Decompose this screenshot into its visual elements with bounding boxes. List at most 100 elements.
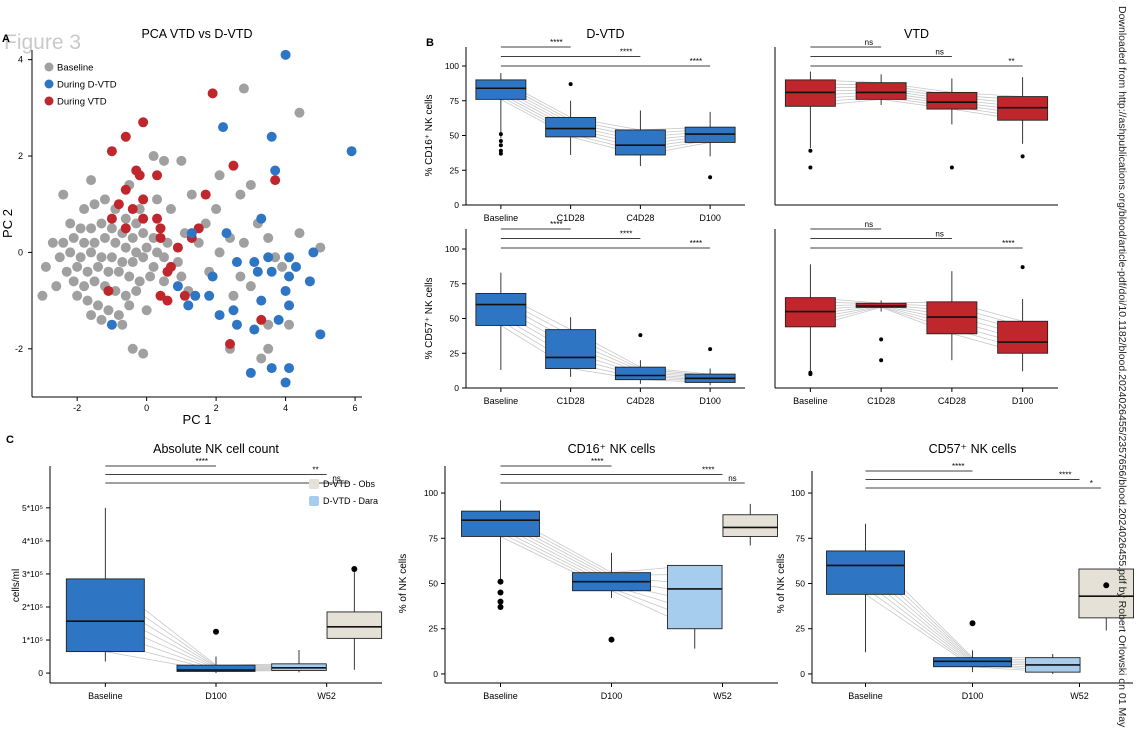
pca-point (103, 266, 114, 277)
paired-line (810, 83, 1023, 101)
pca-point (86, 223, 97, 234)
y-tick-label: 0 (38, 668, 43, 678)
y-tick-label: 50 (429, 579, 439, 589)
pca-point (159, 276, 169, 287)
pca-y-tick-label: 2 (18, 151, 23, 161)
pca-point (245, 367, 256, 378)
box-body (933, 657, 1012, 668)
paired-line (500, 302, 711, 377)
pca-point (207, 271, 218, 282)
pca-point (186, 228, 197, 239)
pca-point (89, 237, 100, 248)
x-tick-label: D100 (699, 396, 721, 406)
significance-label: **** (952, 462, 964, 471)
paired-line (810, 94, 1023, 114)
x-tick-label: D100 (601, 691, 623, 701)
box-body (475, 293, 527, 326)
pca-point (54, 252, 65, 263)
pca-point (315, 242, 326, 253)
pca-point (266, 266, 277, 277)
pca-x-label: PC 1 (183, 412, 212, 427)
box-body (926, 91, 978, 110)
pca-point (231, 319, 242, 330)
pca-point (266, 363, 277, 374)
pca-point (96, 252, 107, 263)
chart-title: CD16⁺ NK cells (568, 442, 656, 456)
pca-point (228, 305, 239, 316)
box-body (475, 79, 527, 100)
paired-line (500, 315, 711, 381)
paired-line (810, 305, 1023, 340)
y-tick-label: 25 (450, 348, 460, 358)
pca-point (75, 252, 86, 263)
pca-point (256, 314, 267, 325)
chart-title: CD57⁺ NK cells (929, 442, 1017, 456)
pca-legend-label: Baseline (57, 63, 93, 74)
pca-point (270, 175, 281, 186)
pca-point (179, 228, 190, 239)
paired-line (500, 90, 711, 145)
paired-line (500, 325, 711, 383)
legend-swatch (309, 479, 319, 489)
x-tick-label: C4D28 (938, 396, 966, 406)
pca-x-tick-label: 2 (214, 403, 219, 413)
significance-label: **** (690, 57, 702, 66)
outlier-point (949, 165, 954, 170)
paired-line (500, 87, 711, 142)
pca-point (68, 232, 79, 243)
pca-point (228, 290, 239, 301)
outlier-point (808, 148, 813, 153)
outlier-point (213, 628, 219, 635)
pca-point (193, 237, 204, 248)
x-tick-label: W52 (713, 691, 732, 701)
pca-point (65, 218, 76, 229)
y-tick-label: 5*10⁵ (22, 503, 43, 513)
x-tick-label: W52 (1070, 691, 1089, 701)
pca-point (134, 276, 145, 287)
paired-line (500, 82, 711, 134)
pca-point (284, 319, 295, 330)
box-body (326, 611, 383, 639)
significance-label: **** (196, 457, 208, 466)
pca-point (127, 343, 138, 354)
boxplot-chart: 0 1*10⁵ 2*10⁵ 3*10⁵ 4*10⁵ 5*10⁵ Baseline D100 W5… (11, 442, 383, 701)
pca-point (93, 300, 103, 311)
pca-point (315, 329, 326, 340)
legend-swatch (309, 496, 319, 506)
pca-y-label: PC 2 (0, 209, 15, 238)
box-body (176, 664, 256, 672)
pca-point (280, 377, 291, 388)
pca-point (266, 131, 277, 142)
pca-point (138, 213, 149, 224)
y-tick-label: 0 (454, 200, 459, 210)
pca-x-tick-label: 0 (144, 403, 149, 413)
pca-point (37, 290, 48, 301)
pca-point (263, 232, 274, 243)
pca-point (138, 348, 149, 359)
pca-point (86, 310, 97, 321)
box-body (65, 578, 145, 653)
outlier-point (708, 347, 713, 352)
pca-point (103, 285, 114, 296)
pca-legend-swatch (44, 96, 54, 106)
pca-point (138, 194, 149, 205)
boxplot-chart: 0 25 50 75 100 Baseline D100 W52 CD57⁺ NK cells%… (776, 442, 1134, 701)
x-tick-label: C4D28 (626, 213, 654, 223)
pca-point (96, 218, 107, 229)
y-tick-label: 0 (433, 669, 438, 679)
pca-point (280, 49, 291, 60)
pca-point (256, 213, 267, 224)
paired-line (500, 93, 711, 149)
paired-line (500, 96, 711, 152)
pca-point (110, 285, 121, 296)
outlier-point (498, 139, 503, 144)
pca-y-tick-label: -2 (15, 344, 23, 354)
pca-point (148, 232, 159, 243)
paired-line (500, 85, 711, 138)
y-tick-label: 75 (450, 279, 460, 289)
pca-point (89, 199, 100, 210)
pca-point (68, 276, 79, 287)
pca-point (106, 319, 117, 330)
pca-point (263, 319, 274, 330)
y-axis-label: % of NK cells (776, 554, 787, 613)
